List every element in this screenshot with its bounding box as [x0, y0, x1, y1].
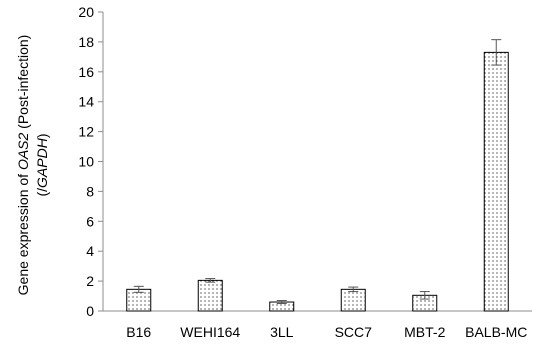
error-bar-3ll: [276, 300, 287, 305]
y-axis-label-close: ): [34, 133, 50, 138]
error-bars: [133, 39, 502, 305]
x-tick-label: WEHI164: [180, 324, 240, 340]
y-axis-label-line2: (/GAPDH): [34, 133, 50, 196]
y-axis-label-ref-gene: GAPDH: [34, 137, 50, 188]
y-axis-label: Gene expression of OAS2 (Post-infection)…: [15, 35, 50, 296]
y-tick-label: 14: [78, 94, 94, 110]
y-axis-label-line1: Gene expression of OAS2 (Post-infection): [15, 35, 31, 296]
bar-scc7: [340, 288, 366, 312]
y-tick-label: 2: [86, 273, 94, 289]
bar-balb-mc: [483, 51, 509, 312]
y-tick-label: 10: [78, 154, 94, 170]
x-tick-label: MBT-2: [404, 324, 445, 340]
bars: [126, 51, 509, 312]
y-tick-label: 20: [78, 4, 94, 20]
y-axis-label-open: (/: [34, 188, 50, 197]
error-bar-b16: [133, 285, 144, 293]
x-tick-label: SCC7: [335, 324, 373, 340]
y-axis-label-prefix: Gene expression of: [15, 170, 31, 295]
error-bar-balb-mc: [491, 39, 502, 66]
x-tick-label: B16: [126, 324, 151, 340]
x-tick-label: 3LL: [270, 324, 294, 340]
y-tick-label: 18: [78, 34, 94, 50]
bar-wehi164: [197, 279, 223, 312]
y-tick-label: 12: [78, 124, 94, 140]
error-bar-scc7: [348, 286, 359, 293]
y-tick-label: 8: [86, 183, 94, 199]
y-tick-label: 6: [86, 213, 94, 229]
error-bar-mbt-2: [419, 291, 430, 300]
y-tick-label: 0: [86, 303, 94, 319]
x-tick-label: BALB-MC: [465, 324, 527, 340]
y-axis-label-gene: OAS2: [15, 132, 31, 170]
x-tick-labels: B16 WEHI164 3LL SCC7 MBT-2 BALB-MC: [126, 324, 527, 340]
y-tick-label: 16: [78, 64, 94, 80]
axes: [102, 12, 532, 312]
y-ticks: 0 2 4 6 8 10 12 14 16 18 20: [78, 4, 103, 319]
error-bar-wehi164: [205, 278, 216, 283]
y-tick-label: 4: [86, 243, 94, 259]
y-axis-label-suffix: (Post-infection): [15, 35, 31, 133]
